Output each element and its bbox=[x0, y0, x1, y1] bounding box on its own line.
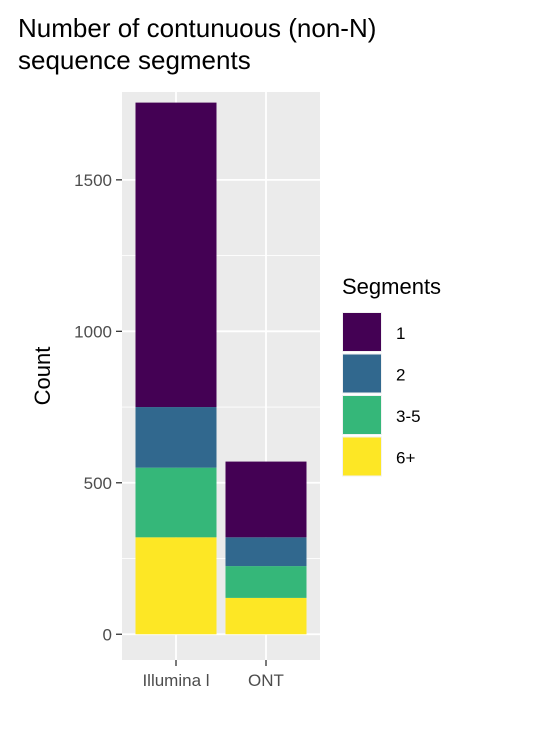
bar-segment bbox=[135, 467, 217, 538]
bar-segment bbox=[135, 537, 217, 635]
legend-label: 1 bbox=[396, 324, 405, 343]
legend-label: 6+ bbox=[396, 449, 415, 468]
bars bbox=[135, 102, 307, 635]
bar-segment bbox=[225, 461, 307, 538]
bar-segment bbox=[135, 102, 217, 408]
bar-segment bbox=[225, 597, 307, 635]
bar-segment bbox=[225, 566, 307, 598]
chart-title-line-2: sequence segments bbox=[18, 45, 251, 75]
y-tick-label: 500 bbox=[84, 474, 112, 493]
x-axis: Illumina l ONT bbox=[142, 660, 284, 690]
x-tick-label: Illumina l bbox=[142, 671, 209, 690]
legend-title: Segments bbox=[342, 274, 441, 299]
legend-label: 3-5 bbox=[396, 407, 421, 426]
y-tick-label: 1500 bbox=[74, 171, 112, 190]
legend-swatch bbox=[343, 437, 381, 476]
bar-segment bbox=[135, 407, 217, 468]
legend-label: 2 bbox=[396, 366, 405, 385]
y-axis-label: Count bbox=[30, 347, 55, 406]
bar-segment bbox=[225, 537, 307, 567]
y-tick-label: 1000 bbox=[74, 322, 112, 341]
legend-swatch bbox=[343, 396, 381, 434]
y-axis: 0 500 1000 1500 bbox=[74, 171, 122, 644]
legend: Segments 1 2 3-5 6+ bbox=[342, 274, 441, 477]
x-tick-label: ONT bbox=[248, 671, 284, 690]
legend-swatch bbox=[343, 354, 381, 393]
y-tick-label: 0 bbox=[103, 625, 112, 644]
legend-swatch bbox=[343, 313, 381, 351]
chart-title: Number of contunuous (non-N) sequence se… bbox=[18, 12, 538, 76]
chart-title-line-1: Number of contunuous (non-N) bbox=[18, 13, 377, 43]
